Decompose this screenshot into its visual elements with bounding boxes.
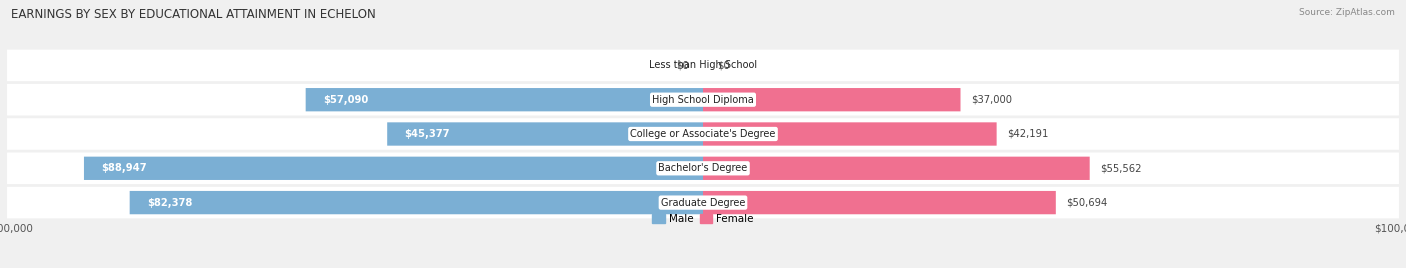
FancyBboxPatch shape [84,157,703,180]
Text: College or Associate's Degree: College or Associate's Degree [630,129,776,139]
Text: $57,090: $57,090 [323,95,368,105]
FancyBboxPatch shape [703,88,960,111]
FancyBboxPatch shape [129,191,703,214]
Text: $37,000: $37,000 [972,95,1012,105]
Text: $55,562: $55,562 [1099,163,1142,173]
Legend: Male, Female: Male, Female [648,210,758,228]
Text: $45,377: $45,377 [405,129,450,139]
FancyBboxPatch shape [7,152,1399,184]
Text: Graduate Degree: Graduate Degree [661,198,745,208]
Text: High School Diploma: High School Diploma [652,95,754,105]
Text: $0: $0 [676,60,689,70]
FancyBboxPatch shape [703,157,1090,180]
Text: $42,191: $42,191 [1007,129,1049,139]
Text: Source: ZipAtlas.com: Source: ZipAtlas.com [1299,8,1395,17]
Text: $88,947: $88,947 [101,163,148,173]
Text: EARNINGS BY SEX BY EDUCATIONAL ATTAINMENT IN ECHELON: EARNINGS BY SEX BY EDUCATIONAL ATTAINMEN… [11,8,375,21]
FancyBboxPatch shape [7,187,1399,218]
Text: Less than High School: Less than High School [650,60,756,70]
FancyBboxPatch shape [387,122,703,146]
FancyBboxPatch shape [7,84,1399,116]
Text: $0: $0 [717,60,730,70]
Text: $50,694: $50,694 [1066,198,1108,208]
FancyBboxPatch shape [305,88,703,111]
Text: Bachelor's Degree: Bachelor's Degree [658,163,748,173]
FancyBboxPatch shape [703,122,997,146]
Text: $82,378: $82,378 [148,198,193,208]
FancyBboxPatch shape [7,118,1399,150]
FancyBboxPatch shape [7,50,1399,81]
FancyBboxPatch shape [703,191,1056,214]
